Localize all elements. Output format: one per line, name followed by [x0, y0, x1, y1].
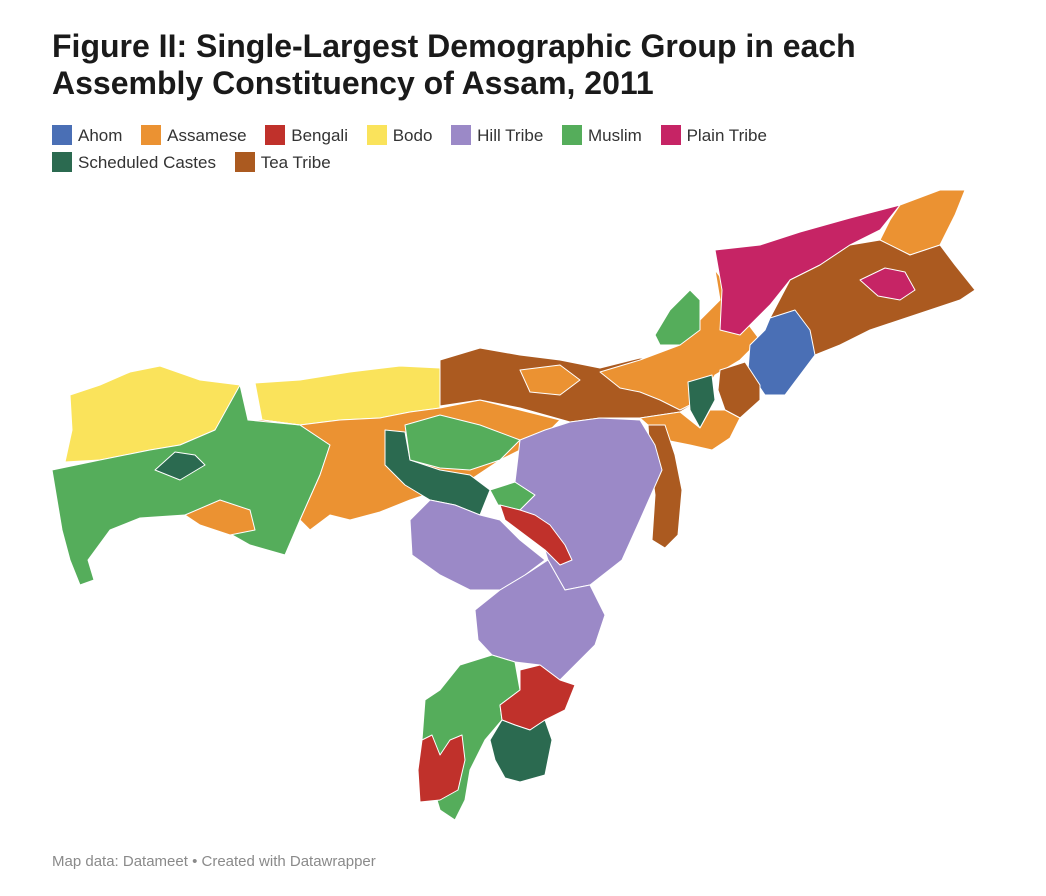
region-plain-tribe-east[interactable]: [859, 267, 916, 301]
legend-swatch: [265, 125, 286, 145]
region-muslim-lower-assam[interactable]: [51, 384, 331, 586]
legend-label: Bodo: [392, 126, 433, 145]
legend-label: Hill Tribe: [477, 126, 544, 145]
legend-item-hill-tribe: Hill Tribe: [451, 122, 543, 149]
legend-swatch: [562, 125, 583, 145]
legend: Ahom Assamese Bengali Bodo Hill Tribe Mu…: [52, 122, 952, 176]
region-bengali-barak-west[interactable]: [417, 734, 466, 803]
region-assamese-upper[interactable]: [519, 364, 581, 396]
legend-item-ahom: Ahom: [52, 122, 122, 149]
region-muslim-central[interactable]: [404, 414, 521, 471]
legend-item-bodo: Bodo: [366, 122, 433, 149]
region-bengali-central[interactable]: [499, 504, 573, 566]
region-hill-tribe-south[interactable]: [474, 559, 606, 681]
legend-item-scheduled-castes: Scheduled Castes: [52, 149, 216, 176]
map-footer: Map data: Datameet • Created with Datawr…: [52, 853, 376, 870]
map-title: Figure II: Single-Largest Demographic Gr…: [52, 28, 856, 101]
legend-label: Scheduled Castes: [78, 153, 216, 172]
region-sc-west[interactable]: [154, 451, 206, 481]
region-muslim-north[interactable]: [654, 289, 701, 346]
legend-label: Tea Tribe: [260, 153, 331, 172]
legend-swatch: [660, 125, 681, 145]
legend-label: Assamese: [167, 126, 247, 145]
legend-swatch: [366, 125, 387, 145]
legend-item-assamese: Assamese: [141, 122, 247, 149]
legend-item-bengali: Bengali: [265, 122, 348, 149]
legend-swatch: [451, 125, 472, 145]
legend-swatch: [52, 152, 72, 172]
legend-item-plain-tribe: Plain Tribe: [660, 122, 767, 149]
legend-label: Ahom: [78, 126, 123, 145]
legend-label: Muslim: [588, 126, 642, 145]
legend-swatch: [234, 152, 255, 172]
legend-item-muslim: Muslim: [562, 122, 642, 149]
legend-label: Plain Tribe: [686, 126, 767, 145]
region-assamese-south-pocket[interactable]: [184, 499, 256, 536]
region-assamese-northeast[interactable]: [879, 189, 966, 256]
region-ahom[interactable]: [747, 309, 816, 396]
legend-item-tea-tribe: Tea Tribe: [234, 149, 331, 176]
legend-swatch: [141, 125, 162, 145]
legend-label: Bengali: [291, 126, 348, 145]
assam-choropleth-map: [51, 189, 976, 821]
region-hill-tribe-west[interactable]: [409, 499, 546, 591]
legend-swatch: [52, 125, 72, 145]
region-sc-barak[interactable]: [489, 719, 553, 783]
region-tea-tribe-east[interactable]: [717, 361, 761, 419]
